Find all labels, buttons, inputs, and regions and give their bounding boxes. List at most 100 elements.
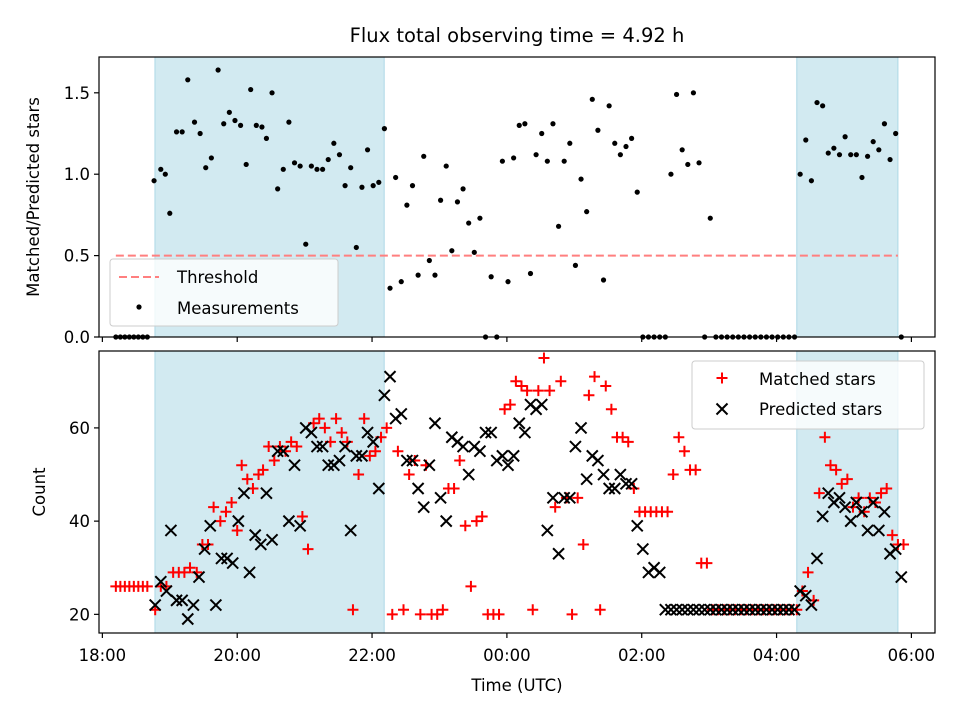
matched-point [493, 608, 505, 620]
matched-point [231, 524, 243, 536]
predicted-point [378, 389, 391, 402]
matched-point [392, 445, 404, 457]
measurement-point [404, 202, 410, 208]
matched-point [291, 441, 303, 453]
measurement-point [237, 122, 244, 128]
measurement-point [443, 163, 449, 169]
predicted-point [597, 468, 610, 481]
matched-point [313, 413, 325, 425]
measurement-point [584, 209, 590, 215]
predicted-point [788, 603, 801, 616]
measurement-point [876, 147, 882, 153]
predicted-point [855, 505, 869, 519]
measurement-point [533, 152, 539, 158]
predicted-point [687, 603, 700, 616]
matched-point [214, 515, 226, 527]
predicted-point [513, 417, 526, 430]
predicted-point [355, 449, 369, 463]
measurement-point [286, 119, 292, 125]
matched-point [454, 455, 466, 467]
measurement-point [870, 139, 876, 145]
measurement-point [859, 174, 865, 181]
measurement-point [320, 166, 326, 172]
matched-point [521, 385, 533, 397]
measurement-point [488, 274, 494, 280]
measurement-point [707, 215, 713, 221]
matched-point [819, 431, 831, 443]
predicted-point [552, 547, 565, 560]
predicted-point [799, 589, 812, 602]
predicted-point [260, 486, 273, 500]
top-panel: 0.0 0.5 1.0 1.5 Matched/Predicted stars Thres… [24, 56, 936, 347]
measurement-point [527, 270, 534, 277]
predicted-point [872, 524, 886, 537]
measurement-point [887, 156, 893, 163]
predicted-point [602, 482, 616, 495]
matched-point [381, 422, 393, 434]
predicted-point [187, 598, 200, 612]
predicted-point [546, 491, 560, 505]
predicted-point [737, 603, 751, 616]
matched-point [369, 445, 381, 457]
measurement-point [466, 220, 472, 226]
x-tick-label: 22:00 [348, 646, 396, 665]
measurement-point [550, 121, 556, 127]
predicted-point [878, 505, 891, 519]
matched-point [791, 604, 803, 616]
matched-point [330, 413, 342, 425]
measurement-point [690, 90, 697, 96]
measurement-point [589, 96, 595, 102]
predicted-point [614, 468, 627, 481]
predicted-point [170, 594, 183, 607]
measurement-point [342, 183, 348, 189]
measurement-point [600, 277, 607, 283]
matched-point [572, 492, 584, 504]
predicted-point [243, 566, 256, 579]
matched-point [178, 566, 190, 578]
measurement-point [544, 158, 550, 164]
measurement-point [162, 171, 168, 177]
measurement-point [567, 140, 573, 146]
matched-point [662, 506, 674, 518]
measurement-point [215, 67, 221, 73]
chart-title: Flux total observing time = 4.92 h [350, 24, 685, 47]
measurement-point [893, 130, 899, 137]
predicted-point [704, 603, 717, 616]
predicted-point [456, 440, 470, 453]
matched-point [673, 431, 685, 443]
matched-point [241, 473, 253, 485]
matched-point [414, 608, 426, 620]
measurement-point [381, 126, 388, 132]
predicted-point [866, 496, 880, 509]
measurement-point [820, 103, 826, 109]
measurement-point [864, 153, 871, 159]
measurement-point [848, 152, 854, 158]
matched-point [869, 496, 881, 508]
measurement-point [259, 124, 265, 130]
predicted-point [226, 556, 239, 570]
predicted-point [692, 603, 706, 616]
measurement-point [629, 135, 635, 141]
predicted-point [198, 542, 211, 556]
measurement-point [226, 109, 232, 115]
measurement-point [263, 135, 270, 141]
matched-point [875, 487, 887, 499]
matched-point [841, 473, 853, 485]
predicted-point [496, 449, 509, 463]
matched-point [583, 389, 595, 401]
predicted-point [282, 514, 296, 528]
measurement-point [511, 155, 517, 161]
predicted-point [816, 510, 829, 523]
measurement-point [314, 166, 320, 172]
measurement-point [348, 165, 354, 171]
predicted-point [501, 458, 515, 472]
measurement-point [364, 147, 371, 153]
matched-point [403, 469, 415, 481]
matched-point [358, 413, 370, 425]
measurement-point [291, 160, 298, 166]
measurement-point [253, 122, 259, 128]
predicted-point [636, 542, 650, 556]
matched-point [220, 506, 232, 518]
predicted-point [215, 552, 228, 565]
predicted-point [423, 458, 436, 472]
